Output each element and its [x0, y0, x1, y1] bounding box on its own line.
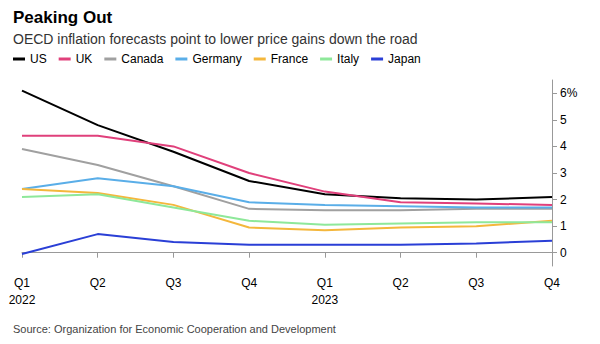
svg-text:6%: 6% — [560, 86, 578, 100]
svg-text:Peaking Out: Peaking Out — [13, 8, 113, 27]
svg-text:Italy: Italy — [337, 52, 359, 66]
svg-text:Q4: Q4 — [241, 276, 257, 290]
svg-text:Q2: Q2 — [393, 276, 409, 290]
svg-text:France: France — [271, 52, 309, 66]
svg-text:Q1: Q1 — [14, 276, 30, 290]
svg-text:5: 5 — [560, 113, 567, 127]
svg-text:2022: 2022 — [9, 293, 36, 307]
svg-text:Japan: Japan — [388, 52, 421, 66]
svg-text:US: US — [30, 52, 47, 66]
svg-text:3: 3 — [560, 166, 567, 180]
svg-text:Germany: Germany — [192, 52, 241, 66]
svg-text:UK: UK — [76, 52, 93, 66]
svg-text:0: 0 — [560, 246, 567, 260]
svg-text:1: 1 — [560, 219, 567, 233]
svg-text:Q4: Q4 — [544, 276, 560, 290]
svg-text:Canada: Canada — [121, 52, 163, 66]
svg-text:2023: 2023 — [312, 293, 339, 307]
svg-text:Q1: Q1 — [317, 276, 333, 290]
svg-text:Q3: Q3 — [165, 276, 181, 290]
svg-text:Q3: Q3 — [468, 276, 484, 290]
svg-text:4: 4 — [560, 139, 567, 153]
svg-text:Q2: Q2 — [90, 276, 106, 290]
svg-text:2: 2 — [560, 193, 567, 207]
svg-text:OECD inflation forecasts point: OECD inflation forecasts point to lower … — [13, 31, 418, 47]
svg-text:Source: Organization for Econo: Source: Organization for Economic Cooper… — [13, 323, 336, 335]
